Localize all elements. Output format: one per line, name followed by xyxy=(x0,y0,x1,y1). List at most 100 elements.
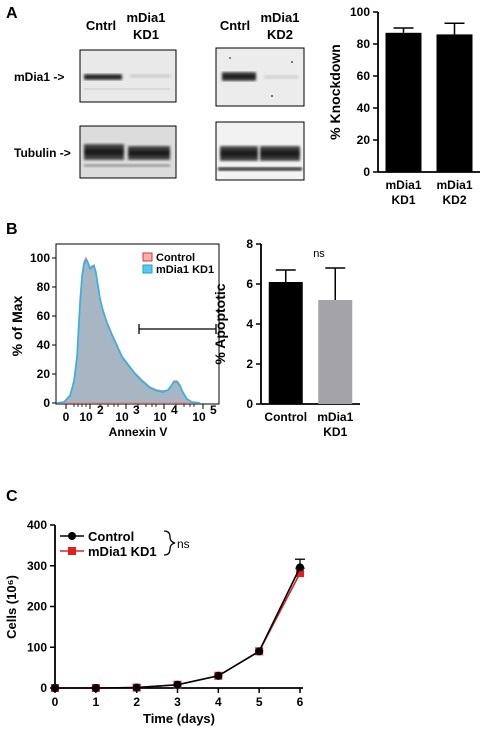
knockdown-category-label: KD2 xyxy=(442,193,466,207)
legend-marker-kd1 xyxy=(68,547,76,555)
legend-kd1: mDia1 KD1 xyxy=(156,264,214,276)
blot-left-col1-label: Cntrl xyxy=(86,18,116,33)
growth-ytick-label: 0 xyxy=(40,681,47,695)
blot-right-col2-label-line2: KD2 xyxy=(267,27,293,42)
apoptotic-category-label: Control xyxy=(264,410,307,424)
apoptotic-category-label: KD1 xyxy=(323,425,347,439)
histogram-xtick-exponent: 5 xyxy=(210,403,217,417)
apoptotic-ytick-label: 0 xyxy=(246,397,253,411)
growth-xtick-label: 6 xyxy=(297,695,304,709)
histogram-xtick-label: 10 xyxy=(192,410,206,424)
growth-point xyxy=(173,680,182,689)
legend-swatch-control xyxy=(142,252,153,262)
blot-left-col2-label-line1: mDia1 xyxy=(126,10,165,25)
histogram-ytick-label: 60 xyxy=(37,309,51,323)
panel-label-a: A xyxy=(6,5,18,22)
blot-left-col2-label-line2: KD1 xyxy=(133,27,159,42)
apoptotic-ytick-label: 8 xyxy=(246,237,253,251)
growth-ytick-label: 400 xyxy=(27,518,47,532)
growth-point xyxy=(51,684,59,692)
apoptotic-ytick-label: 6 xyxy=(246,277,253,291)
histogram-kd1 xyxy=(56,258,201,404)
legend-growth-kd1: mDia1 KD1 xyxy=(88,544,157,559)
histogram-ytick-label: 0 xyxy=(43,396,50,410)
western-blot-right: Cntrl mDia1 KD2 xyxy=(215,10,305,181)
western-blot-left: Cntrl mDia1 KD1 mDia1 -> Tubulin -> xyxy=(14,10,177,179)
apoptotic-bar xyxy=(318,300,353,404)
growth-ytick-label: 200 xyxy=(27,600,47,614)
legend-control: Control xyxy=(156,252,195,264)
apoptotic-bar xyxy=(268,282,303,404)
apoptotic-y-label: % Apoptotic xyxy=(212,283,228,364)
growth-xtick-label: 0 xyxy=(52,695,59,709)
histogram-ytick-label: 20 xyxy=(37,367,51,381)
panel-label-c: C xyxy=(6,488,18,505)
growth-series-line xyxy=(55,572,301,689)
legend-swatch-kd1 xyxy=(142,264,153,274)
histogram-x-label: Annexin V xyxy=(109,425,168,439)
histogram-xtick-label: 10 xyxy=(79,410,93,424)
histogram-ytick-label: 40 xyxy=(37,338,51,352)
band-mdia1-cntrl xyxy=(84,74,122,80)
band-mdia1-cntrl-right xyxy=(222,72,256,81)
apoptotic-ytick-label: 4 xyxy=(246,317,253,331)
apoptotic-ns-annotation: ns xyxy=(313,248,325,260)
histogram-y-label: % of Max xyxy=(9,295,25,356)
knockdown-bar xyxy=(436,34,473,173)
band-tubulin-cntrl-right xyxy=(220,146,258,161)
growth-point xyxy=(296,563,304,572)
growth-xtick-label: 3 xyxy=(174,695,181,709)
growth-series-line xyxy=(55,567,301,689)
growth-xtick-label: 2 xyxy=(133,695,140,709)
growth-xtick-label: 1 xyxy=(92,695,99,709)
band-tubulin-kd2 xyxy=(260,146,300,161)
growth-ns-annotation: ns xyxy=(177,537,190,551)
legend-marker-control xyxy=(68,532,76,540)
histogram-xtick-exponent: 3 xyxy=(133,403,140,417)
panel-label-b: B xyxy=(6,221,18,238)
histogram-xtick-exponent: 4 xyxy=(171,403,178,417)
growth-ytick-label: 300 xyxy=(27,559,47,573)
apoptotic-ytick-label: 2 xyxy=(246,357,253,371)
growth-point xyxy=(214,671,223,680)
growth-point xyxy=(296,569,304,578)
row-label-mdia1: mDia1 -> xyxy=(14,70,64,84)
apoptotic-category-label: mDia1 xyxy=(317,410,353,424)
growth-y-label: Cells (10⁶) xyxy=(4,575,19,639)
band-tubulin-cntrl xyxy=(84,144,124,160)
histogram-xtick-label: 0 xyxy=(63,410,70,424)
histogram-xtick-label: 10 xyxy=(115,410,129,424)
histogram-xtick-exponent: 2 xyxy=(97,403,104,417)
histogram-xtick-label: 10 xyxy=(153,410,167,424)
knockdown-ytick-label: 0 xyxy=(363,165,370,179)
growth-line-chart: 0 100 200 300 400 0 1 2 3 4 5 6 Control mDia1 KD1 n… xyxy=(4,518,305,726)
knockdown-category-label: KD1 xyxy=(391,193,415,207)
legend-brace xyxy=(163,530,176,556)
knockdown-ytick-label: 100 xyxy=(350,5,370,19)
blot-right-col2-label-line1: mDia1 xyxy=(260,10,299,25)
band-mdia1-kd1 xyxy=(130,74,170,78)
band-mdia1-kd2 xyxy=(264,75,298,79)
knockdown-ytick-label: 80 xyxy=(357,37,371,51)
knockdown-ytick-label: 60 xyxy=(357,69,371,83)
annexin-histogram: Control mDia1 KD1 0 20 40 60 80 100 0 10 2 10 3 10… xyxy=(9,243,220,439)
knockdown-category-label: mDia1 xyxy=(385,178,421,192)
histogram-ytick-label: 80 xyxy=(37,280,51,294)
growth-x-label: Time (days) xyxy=(143,711,215,726)
growth-ytick-label: 100 xyxy=(27,640,47,654)
growth-point xyxy=(255,647,264,656)
blot-right-col1-label: Cntrl xyxy=(220,18,250,33)
growth-point xyxy=(132,683,141,692)
band-tubulin-kd1 xyxy=(128,146,170,160)
growth-xtick-label: 5 xyxy=(256,695,263,709)
knockdown-ytick-label: 40 xyxy=(357,101,371,115)
growth-point xyxy=(91,684,100,692)
legend-growth-control: Control xyxy=(88,529,134,544)
histogram-ytick-label: 100 xyxy=(30,251,50,265)
knockdown-category-label: mDia1 xyxy=(436,178,472,192)
knockdown-y-label: % Knockdown xyxy=(327,44,343,140)
growth-xtick-label: 4 xyxy=(215,695,222,709)
